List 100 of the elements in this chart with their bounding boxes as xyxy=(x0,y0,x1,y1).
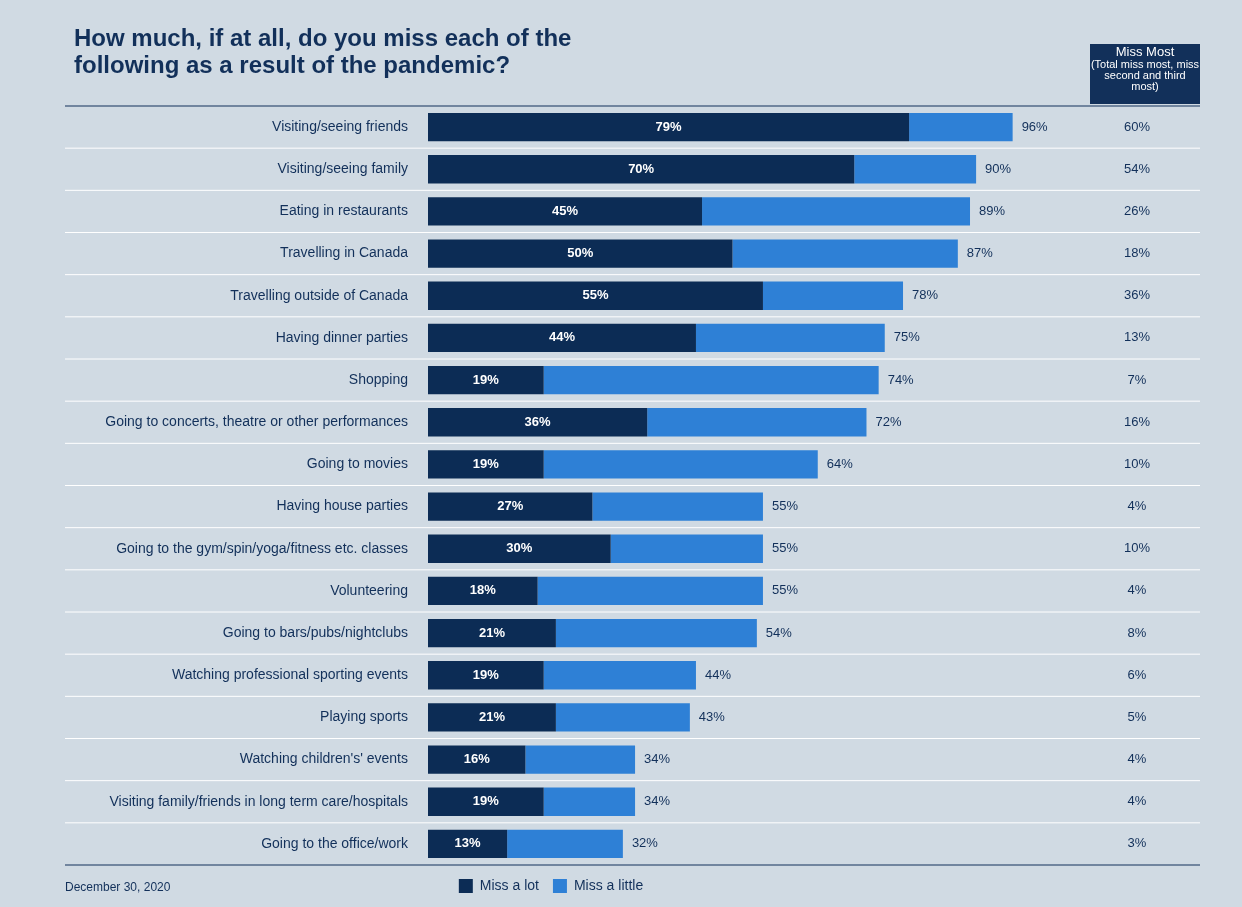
total-label: 87% xyxy=(966,245,994,261)
bar xyxy=(525,745,636,774)
text: 4% xyxy=(1127,751,1147,767)
bar xyxy=(428,745,526,774)
bar xyxy=(428,787,544,816)
data-label: 18% xyxy=(469,582,497,598)
bar xyxy=(854,155,977,184)
total-label: 54% xyxy=(765,624,793,640)
y-tick-label: Playing sports xyxy=(320,708,408,725)
bar xyxy=(507,829,623,859)
bar xyxy=(610,534,763,563)
data-label: 16% xyxy=(463,751,491,767)
bar xyxy=(428,450,544,479)
y-tick-label: Going to concerts, theatre or other performances xyxy=(105,413,408,430)
text: 3% xyxy=(1127,835,1147,851)
total-label: 89% xyxy=(979,202,1006,218)
text: 26% xyxy=(1123,202,1151,218)
bar xyxy=(702,197,971,226)
bar xyxy=(428,239,733,268)
text: 10% xyxy=(1123,540,1151,556)
bar xyxy=(428,197,703,226)
data-label: 30% xyxy=(506,540,533,556)
bar xyxy=(428,112,910,142)
total-label: 55% xyxy=(771,498,799,514)
bar xyxy=(543,450,818,479)
y-tick-label: Travelling outside of Canada xyxy=(230,286,409,303)
y-tick-label: Going to movies xyxy=(306,455,408,472)
data-label: 45% xyxy=(552,202,579,218)
y-tick-label: Having house parties xyxy=(276,497,408,514)
data-label: 13% xyxy=(454,835,482,851)
total-label: 43% xyxy=(698,708,726,724)
bar xyxy=(428,365,544,395)
total-label: 34% xyxy=(644,751,671,767)
y-tick-label: Visiting/seeing family xyxy=(277,160,408,177)
y-tick-label: Watching children's' events xyxy=(239,750,408,767)
data-label: 19% xyxy=(472,793,500,809)
bar xyxy=(428,829,508,859)
bar xyxy=(695,323,885,353)
data-label: 50% xyxy=(567,245,594,261)
bar xyxy=(732,239,958,268)
data-label: 19% xyxy=(472,666,500,682)
data-label: 55% xyxy=(582,287,609,303)
bar xyxy=(555,703,690,732)
y-tick-label: Visiting/seeing friends xyxy=(272,117,408,134)
bar xyxy=(647,408,867,437)
data-label: 27% xyxy=(497,498,524,514)
bar xyxy=(555,618,757,648)
data-label: 21% xyxy=(478,624,506,640)
bar xyxy=(543,661,696,690)
text: 4% xyxy=(1127,793,1147,809)
data-label: 79% xyxy=(655,118,682,134)
bar xyxy=(428,281,763,310)
bar xyxy=(537,576,763,606)
total-label: 72% xyxy=(875,413,902,429)
text: 4% xyxy=(1127,498,1147,514)
y-tick-label: Travelling in Canada xyxy=(280,244,409,261)
total-label: 32% xyxy=(631,835,659,851)
y-tick-label: Going to the gym/spin/yoga/fitness etc. classes xyxy=(116,539,408,556)
text: 6% xyxy=(1127,666,1147,682)
bar xyxy=(428,155,855,184)
y-tick-label: Going to the office/work xyxy=(261,834,409,851)
total-label: 55% xyxy=(771,582,799,598)
bar xyxy=(428,576,538,606)
y-tick-label: Shopping xyxy=(348,370,408,387)
y-tick-label: Eating in restaurants xyxy=(279,202,408,219)
data-label: 21% xyxy=(478,708,506,724)
bar xyxy=(428,323,696,353)
legend-label: Miss a little xyxy=(573,876,644,893)
data-label: 44% xyxy=(548,329,576,345)
bar xyxy=(428,408,648,437)
text: 8% xyxy=(1127,624,1147,640)
bar xyxy=(909,112,1013,142)
text: 36% xyxy=(1123,287,1151,303)
y-tick-label: Watching professional sporting events xyxy=(171,666,408,683)
data-label: 19% xyxy=(472,455,500,471)
y-tick-label: Going to bars/pubs/nightclubs xyxy=(222,623,408,640)
total-label: 90% xyxy=(985,160,1012,176)
total-label: 55% xyxy=(771,540,799,556)
data-label: 36% xyxy=(524,413,552,429)
text: 54% xyxy=(1123,160,1151,176)
text: Miss Most (Total miss most, miss second and third most) xyxy=(1090,44,1200,104)
bar xyxy=(428,534,611,563)
text: 16% xyxy=(1123,413,1151,429)
bar xyxy=(543,365,879,395)
text: 60% xyxy=(1123,118,1151,134)
bar xyxy=(428,492,593,521)
total-label: 74% xyxy=(887,371,915,387)
text: 7% xyxy=(1127,371,1147,387)
total-label: 34% xyxy=(644,793,671,809)
data-label: 19% xyxy=(472,371,500,387)
text: December 30, 2020 xyxy=(65,880,171,894)
total-label: 75% xyxy=(893,329,921,345)
text: 18% xyxy=(1123,245,1151,261)
bar xyxy=(428,703,556,732)
total-label: 78% xyxy=(912,287,939,303)
total-label: 96% xyxy=(1021,118,1049,134)
total-label: 64% xyxy=(826,455,854,471)
text: 4% xyxy=(1127,582,1147,598)
legend-label: Miss a lot xyxy=(479,876,540,893)
y-tick-label: Visiting family/friends in long term care/hospitals xyxy=(109,792,408,809)
